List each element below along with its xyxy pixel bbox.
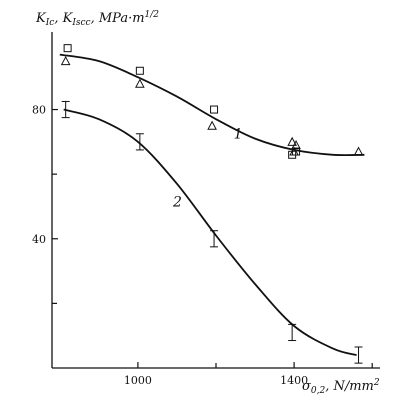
- y-tick-label-1: 80: [32, 104, 46, 117]
- series-1-square-2: [210, 105, 219, 114]
- markers: [60, 44, 364, 364]
- curve-1: [59, 53, 365, 157]
- x-tick-label-1: 1400: [280, 374, 308, 387]
- x-axis-label: σ0,2, N/mm2: [302, 378, 380, 396]
- y-axis-label: KIc, KIscc, MPa·m1/2: [35, 10, 159, 28]
- curve-label-2: 2: [172, 194, 182, 210]
- series-1-triangle-0: [60, 56, 71, 66]
- series-1-triangle-3: [287, 136, 297, 146]
- series-1-triangle-6: [353, 146, 364, 156]
- curve-2: [63, 108, 357, 356]
- curves: 12: [59, 53, 365, 356]
- series-1-square-0: [63, 44, 72, 53]
- y-tick-label-0: 40: [32, 233, 46, 246]
- ticks: 1000 1400 40 80: [32, 104, 373, 387]
- curve-label-1: 1: [234, 127, 243, 143]
- series-1-triangle-5: [289, 146, 299, 156]
- series-1-square-1: [135, 66, 144, 75]
- series-1-triangle-2: [207, 120, 217, 130]
- x-tick-label-0: 1000: [124, 374, 152, 387]
- series-1-triangle-4: [291, 140, 301, 150]
- series-1-triangle-1: [135, 78, 145, 88]
